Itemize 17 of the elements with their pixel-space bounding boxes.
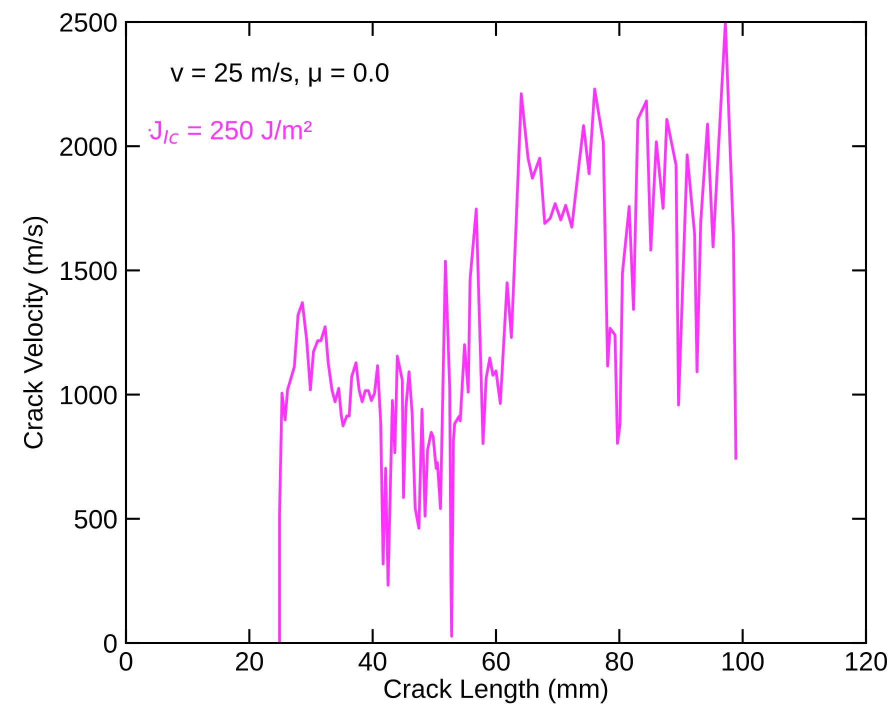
y-tick-label: 1000 xyxy=(60,386,117,404)
x-tick-label: 60 xyxy=(482,652,510,671)
y-tick-label: 0 xyxy=(104,634,117,653)
x-axis-title: Crack Length (mm) xyxy=(384,678,608,704)
y-tick-label: 2500 xyxy=(60,13,117,32)
x-tick-label: 120 xyxy=(846,652,887,671)
y-axis-title: Crack Velocity (m/s) xyxy=(23,216,48,448)
legend-label: J$_{Ic}$ = 250 J/m² xyxy=(150,120,312,144)
y-tick-label: 1500 xyxy=(60,262,117,280)
x-tick-label: 0 xyxy=(120,652,132,671)
annotation: v = 25 m/s, μ = 0.0 xyxy=(170,62,388,87)
x-tick-label: 40 xyxy=(358,652,386,671)
x-tick-label: 80 xyxy=(606,652,633,671)
y-tick-label: 500 xyxy=(74,510,117,529)
x-tick-label: 20 xyxy=(236,652,263,671)
x-tick-label: 100 xyxy=(722,652,764,671)
y-tick-label: 2000 xyxy=(60,137,117,156)
